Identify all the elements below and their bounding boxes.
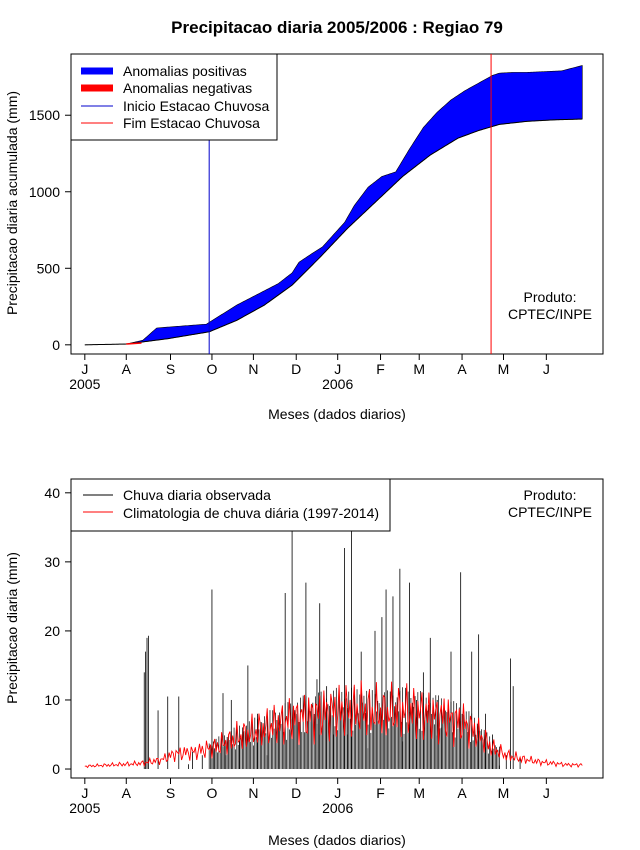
legend-climatology-label: Climatologia de chuva diária (1997-2014)	[123, 505, 379, 521]
x-tick-label: S	[166, 361, 175, 377]
producer-label-line1: Produto:	[524, 289, 577, 305]
x-tick-label: M	[413, 361, 425, 377]
y-tick-label: 40	[44, 485, 60, 501]
x-tick-label: A	[457, 361, 467, 377]
x-tick-label: A	[122, 361, 132, 377]
legend-negative-label: Anomalias negativas	[123, 80, 252, 96]
x-tick-label: J	[334, 361, 341, 377]
x-tick-label: J	[543, 785, 550, 801]
year-label-2006: 2006	[322, 800, 353, 816]
x-tick-label: A	[122, 785, 132, 801]
negative-anomaly-area	[126, 342, 142, 345]
x-tick-label: N	[248, 785, 258, 801]
legend-cumulative: Anomalias positivas Anomalias negativas …	[70, 53, 278, 141]
legend-observed-label: Chuva diaria observada	[123, 487, 271, 503]
x-axis-label-bottom: Meses (dados diarios)	[268, 832, 406, 848]
x-tick-label: F	[376, 785, 385, 801]
x-tick-label: J	[334, 785, 341, 801]
y-tick-label: 1000	[29, 184, 60, 200]
y-tick-label: 10	[44, 692, 60, 708]
x-tick-label: S	[166, 785, 175, 801]
year-label-2006: 2006	[322, 376, 353, 392]
y-tick-label: 0	[52, 337, 60, 353]
y-tick-label: 20	[44, 623, 60, 639]
x-tick-label: M	[498, 785, 510, 801]
x-tick-label: N	[248, 361, 258, 377]
y-tick-label: 0	[52, 761, 60, 777]
x-tick-label: J	[81, 361, 88, 377]
x-tick-label: D	[291, 361, 301, 377]
legend-daily: Chuva diaria observada Climatologia de c…	[70, 478, 391, 532]
y-tick-label: 30	[44, 554, 60, 570]
y-axis-label-cumulative: Precipitacao diaria acumulada (mm)	[4, 91, 20, 315]
climatology-daily-line	[84, 680, 583, 769]
x-tick-label: D	[291, 785, 301, 801]
producer-label-line2-bottom: CPTEC/INPE	[508, 504, 592, 520]
y-axis-label-daily: Precipitacao diaria (mm)	[4, 552, 20, 704]
producer-label-line2: CPTEC/INPE	[508, 306, 592, 322]
year-label-2005: 2005	[69, 376, 100, 392]
y-tick-label: 500	[37, 260, 61, 276]
climatology-cumulative-line	[84, 118, 583, 346]
x-tick-label: O	[207, 785, 218, 801]
producer-label-line1-bottom: Produto:	[524, 487, 577, 503]
year-label-2005: 2005	[69, 800, 100, 816]
x-axis-label-top: Meses (dados diarios)	[268, 406, 406, 422]
x-tick-label: F	[376, 361, 385, 377]
x-tick-label: M	[413, 785, 425, 801]
x-tick-label: M	[498, 361, 510, 377]
x-tick-label: A	[457, 785, 467, 801]
y-tick-label: 1500	[29, 107, 60, 123]
chart-title: Precipitacao diaria 2005/2006 : Regiao 7…	[171, 18, 503, 37]
x-tick-label: O	[207, 361, 218, 377]
legend-positive-label: Anomalias positivas	[123, 63, 247, 79]
x-tick-label: J	[543, 361, 550, 377]
x-tick-label: J	[81, 785, 88, 801]
legend-start-label: Inicio Estacao Chuvosa	[123, 98, 270, 114]
legend-end-label: Fim Estacao Chuvosa	[123, 115, 260, 131]
